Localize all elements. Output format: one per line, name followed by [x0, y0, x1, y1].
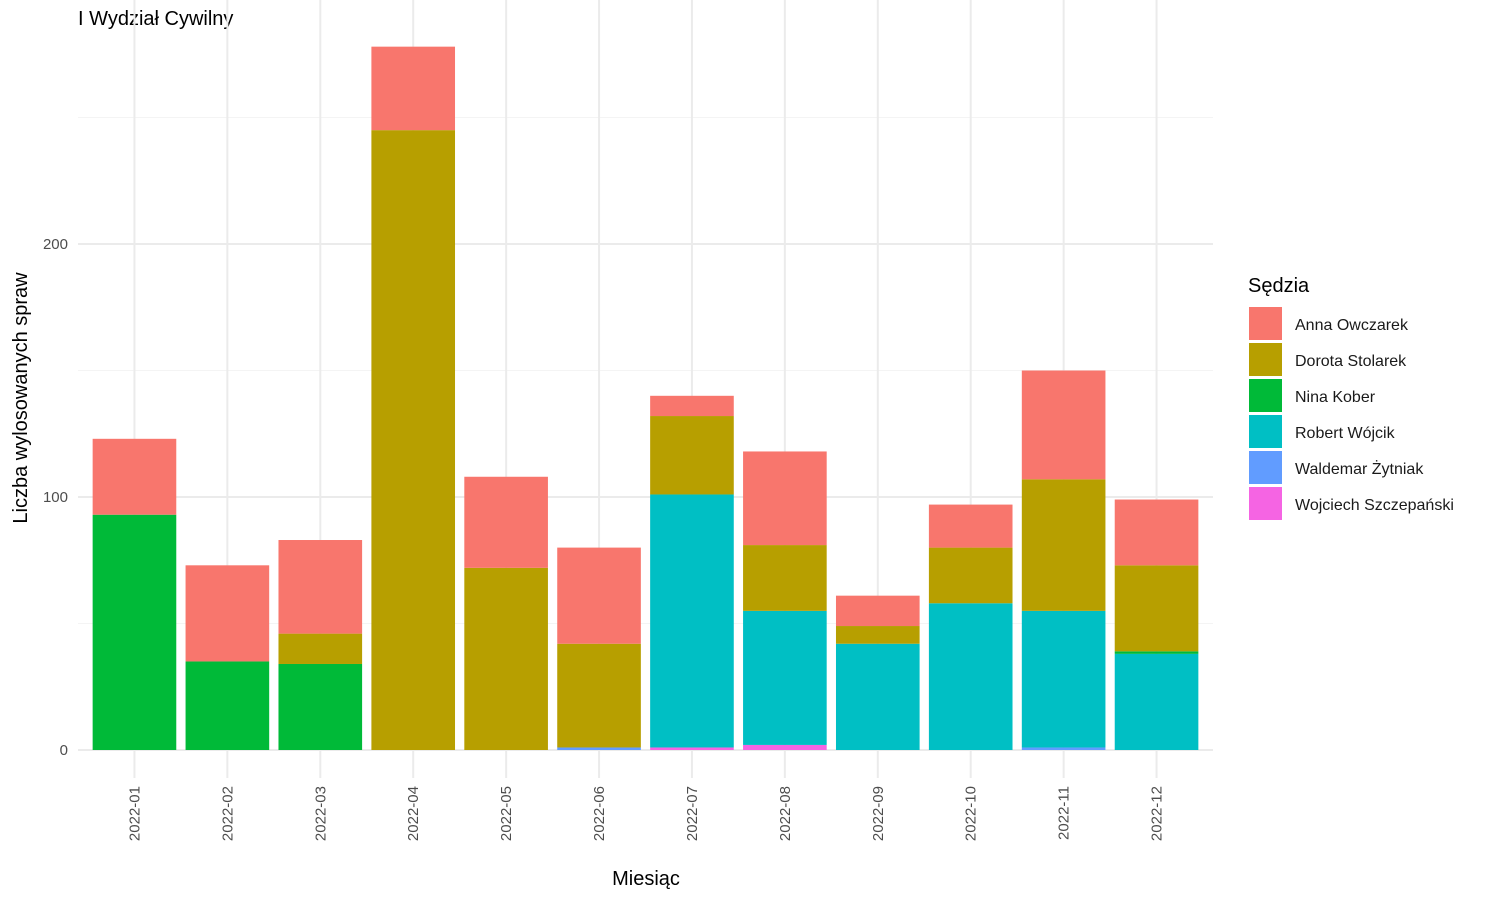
x-tick-label: 2022-03	[312, 786, 329, 841]
bar-segment	[557, 747, 641, 750]
legend-label: Nina Kober	[1295, 389, 1376, 406]
x-tick-label: 2022-09	[870, 786, 887, 841]
y-tick-label: 100	[43, 489, 68, 506]
bar-segment	[1114, 499, 1199, 566]
bar-segment	[1114, 651, 1199, 654]
bar-segment	[1021, 747, 1106, 750]
x-tick-label: 2022-12	[1149, 786, 1166, 841]
x-tick-label: 2022-01	[126, 786, 143, 841]
legend-label: Robert Wójcik	[1295, 425, 1396, 442]
bar-segment	[557, 547, 641, 644]
bar-segment	[928, 547, 1013, 604]
x-tick-label: 2022-11	[1056, 786, 1073, 840]
bars	[92, 46, 1199, 750]
x-tick-label: 2022-02	[219, 786, 236, 841]
chart-title: I Wydział Cywilny	[78, 8, 234, 30]
y-tick-label: 200	[43, 236, 68, 253]
bar-segment	[928, 504, 1013, 548]
legend-key	[1249, 451, 1282, 484]
bar-segment	[371, 46, 456, 131]
legend-label: Wojciech Szczepański	[1295, 497, 1454, 514]
y-axis-ticks: 0 100 200	[43, 236, 68, 759]
legend-key	[1249, 343, 1282, 376]
legend-title: Sędzia	[1248, 275, 1310, 297]
x-tick-label: 2022-04	[405, 786, 422, 841]
x-axis-title: Miesiąc	[612, 868, 680, 890]
legend-key	[1249, 415, 1282, 448]
x-tick-label: 2022-10	[963, 786, 980, 841]
legend-label: Dorota Stolarek	[1295, 353, 1407, 370]
bar-segment	[1021, 610, 1106, 748]
bar-segment	[278, 540, 363, 634]
bar-segment	[743, 744, 827, 750]
bar-segment	[650, 416, 734, 495]
x-tick-label: 2022-08	[777, 786, 794, 841]
legend-label: Waldemar Żytniak	[1295, 459, 1424, 478]
bar-segment	[278, 663, 363, 750]
bar-segment	[1114, 653, 1199, 750]
bar-segment	[650, 747, 734, 750]
legend-label: Anna Owczarek	[1295, 317, 1409, 334]
bar-segment	[92, 514, 177, 750]
bar-segment	[835, 595, 920, 627]
bar-segment	[835, 643, 920, 750]
bar-segment	[464, 476, 548, 568]
bar-segment	[92, 438, 177, 515]
bar-segment	[185, 661, 270, 750]
bar-segment	[1021, 370, 1106, 480]
bar-segment	[650, 494, 734, 748]
bar-segment	[743, 610, 827, 745]
bar-segment	[743, 545, 827, 611]
y-axis-title: Liczba wylosowanych spraw	[10, 272, 32, 524]
legend-key	[1249, 487, 1282, 520]
x-axis-ticks: 2022-01 2022-02 2022-03 2022-04 2022-05 2022-…	[126, 786, 1165, 841]
bar-segment	[371, 130, 456, 750]
bar-segment	[1021, 479, 1106, 611]
x-tick-label: 2022-06	[591, 786, 608, 841]
bar-segment	[1114, 565, 1199, 652]
bar-segment	[185, 565, 270, 662]
legend-key	[1249, 307, 1282, 340]
y-tick-label: 0	[60, 742, 68, 759]
legend-key	[1249, 379, 1282, 412]
legend: Sędzia Anna Owczarek Dorota Stolarek Nina …	[1248, 275, 1454, 520]
bar-segment	[835, 626, 920, 644]
bar-segment	[650, 395, 734, 417]
x-tick-label: 2022-05	[498, 786, 515, 841]
x-tick-label: 2022-07	[684, 786, 701, 841]
bar-segment	[464, 567, 548, 750]
bar-segment	[743, 451, 827, 546]
bar-segment	[928, 603, 1013, 750]
bar-segment	[557, 643, 641, 748]
bar-segment	[278, 633, 363, 664]
